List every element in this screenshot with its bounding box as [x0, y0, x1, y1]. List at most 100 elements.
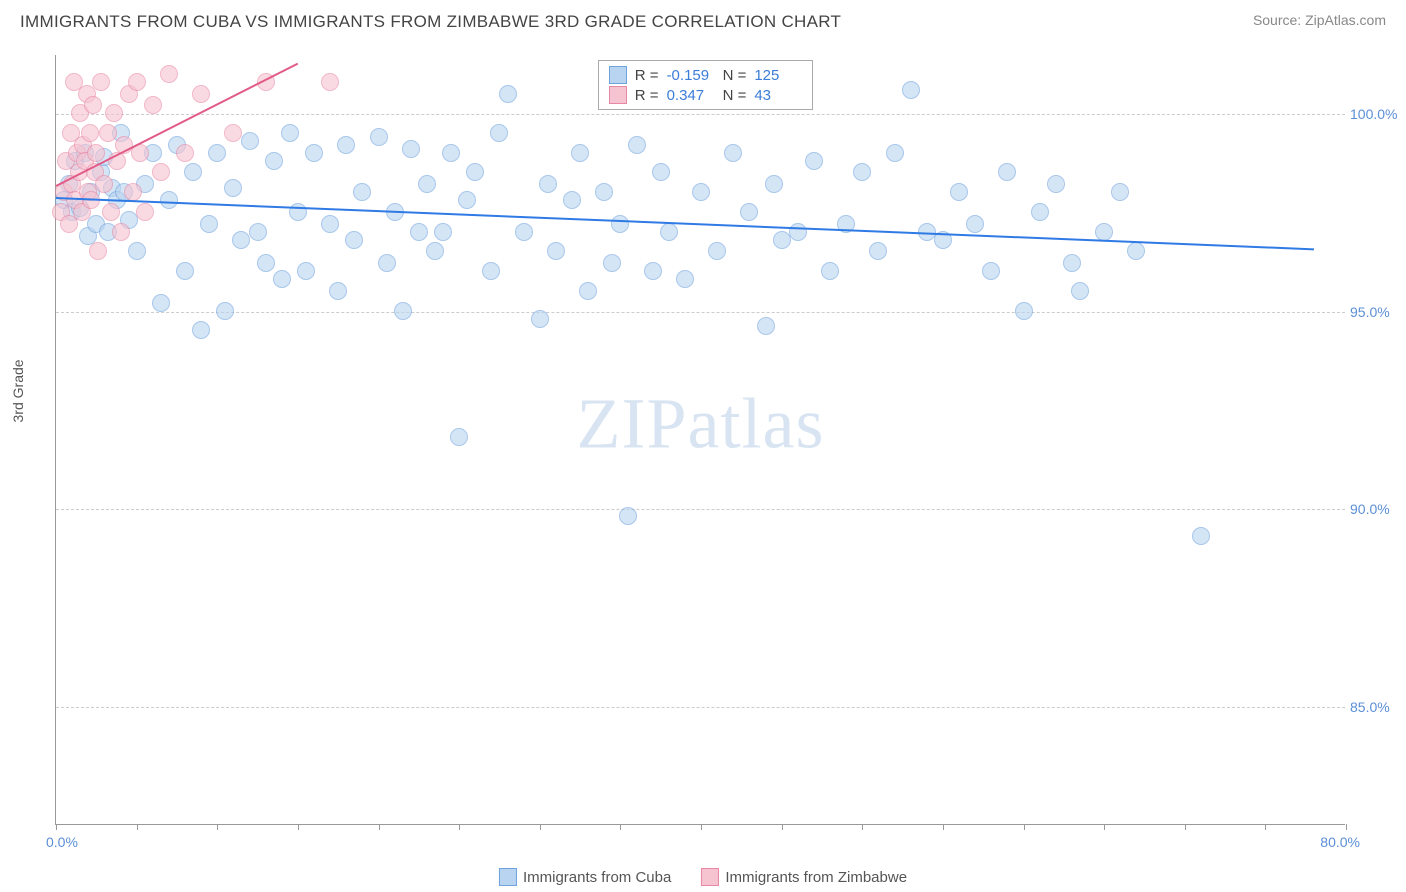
watermark: ZIPatlas	[577, 383, 825, 466]
stats-legend-box: R =-0.159N =125R =0.347N =43	[598, 60, 814, 110]
scatter-point	[152, 294, 170, 312]
x-tick-mark	[217, 824, 218, 830]
scatter-point	[321, 215, 339, 233]
legend-label: Immigrants from Zimbabwe	[725, 869, 907, 886]
y-tick-label: 95.0%	[1350, 304, 1400, 320]
legend-swatch	[609, 66, 627, 84]
scatter-point	[1047, 175, 1065, 193]
scatter-point	[571, 144, 589, 162]
scatter-point	[87, 144, 105, 162]
r-value: 0.347	[667, 87, 715, 104]
scatter-point	[112, 223, 130, 241]
x-label-end: 80.0%	[1320, 834, 1360, 850]
x-tick-mark	[620, 824, 621, 830]
gridline-h	[56, 114, 1345, 115]
scatter-point	[99, 124, 117, 142]
n-label: N =	[723, 87, 747, 104]
title-bar: IMMIGRANTS FROM CUBA VS IMMIGRANTS FROM …	[0, 0, 1406, 40]
scatter-point	[628, 136, 646, 154]
scatter-plot-area: ZIPatlas 85.0%90.0%95.0%100.0%0.0%80.0%R…	[55, 55, 1345, 825]
scatter-point	[329, 282, 347, 300]
x-tick-mark	[459, 824, 460, 830]
scatter-point	[92, 73, 110, 91]
scatter-point	[998, 163, 1016, 181]
y-tick-label: 100.0%	[1350, 106, 1400, 122]
scatter-point	[434, 223, 452, 241]
scatter-point	[466, 163, 484, 181]
scatter-point	[458, 191, 476, 209]
scatter-point	[547, 242, 565, 260]
n-value: 43	[754, 87, 802, 104]
scatter-point	[789, 223, 807, 241]
bottom-legend-item: Immigrants from Zimbabwe	[701, 868, 907, 886]
y-tick-label: 90.0%	[1350, 501, 1400, 517]
scatter-point	[531, 310, 549, 328]
y-tick-label: 85.0%	[1350, 699, 1400, 715]
scatter-point	[273, 270, 291, 288]
scatter-point	[1111, 183, 1129, 201]
x-tick-mark	[56, 824, 57, 830]
scatter-point	[757, 317, 775, 335]
x-tick-mark	[701, 824, 702, 830]
scatter-point	[676, 270, 694, 288]
source-name: ZipAtlas.com	[1305, 12, 1386, 28]
legend-swatch	[609, 86, 627, 104]
scatter-point	[337, 136, 355, 154]
r-value: -0.159	[667, 67, 715, 84]
stats-legend-row: R =0.347N =43	[609, 85, 803, 105]
scatter-point	[410, 223, 428, 241]
scatter-point	[740, 203, 758, 221]
x-tick-mark	[540, 824, 541, 830]
source-attribution: Source: ZipAtlas.com	[1253, 12, 1386, 28]
scatter-point	[950, 183, 968, 201]
scatter-point	[176, 144, 194, 162]
watermark-zip: ZIP	[577, 384, 688, 464]
scatter-point	[128, 242, 146, 260]
scatter-point	[1192, 527, 1210, 545]
scatter-point	[105, 104, 123, 122]
scatter-point	[144, 96, 162, 114]
scatter-point	[499, 85, 517, 103]
scatter-point	[619, 507, 637, 525]
scatter-point	[321, 73, 339, 91]
scatter-point	[281, 124, 299, 142]
scatter-point	[490, 124, 508, 142]
scatter-point	[152, 163, 170, 181]
scatter-point	[95, 175, 113, 193]
r-label: R =	[635, 67, 659, 84]
legend-label: Immigrants from Cuba	[523, 869, 671, 886]
scatter-point	[515, 223, 533, 241]
scatter-point	[966, 215, 984, 233]
scatter-point	[136, 203, 154, 221]
bottom-legend: Immigrants from Cuba Immigrants from Zimb…	[499, 868, 907, 886]
scatter-point	[482, 262, 500, 280]
scatter-point	[418, 175, 436, 193]
scatter-point	[305, 144, 323, 162]
x-tick-mark	[1104, 824, 1105, 830]
scatter-point	[869, 242, 887, 260]
scatter-point	[595, 183, 613, 201]
scatter-point	[652, 163, 670, 181]
scatter-point	[224, 124, 242, 142]
scatter-point	[124, 183, 142, 201]
scatter-point	[1063, 254, 1081, 272]
gridline-h	[56, 707, 1345, 708]
legend-swatch	[701, 868, 719, 886]
scatter-point	[102, 203, 120, 221]
scatter-point	[692, 183, 710, 201]
scatter-point	[982, 262, 1000, 280]
scatter-point	[241, 132, 259, 150]
scatter-point	[450, 428, 468, 446]
scatter-point	[426, 242, 444, 260]
scatter-point	[660, 223, 678, 241]
scatter-point	[644, 262, 662, 280]
scatter-point	[902, 81, 920, 99]
scatter-point	[84, 96, 102, 114]
scatter-point	[160, 191, 178, 209]
scatter-point	[192, 321, 210, 339]
scatter-point	[176, 262, 194, 280]
scatter-point	[370, 128, 388, 146]
x-tick-mark	[298, 824, 299, 830]
scatter-point	[89, 242, 107, 260]
legend-swatch	[499, 868, 517, 886]
